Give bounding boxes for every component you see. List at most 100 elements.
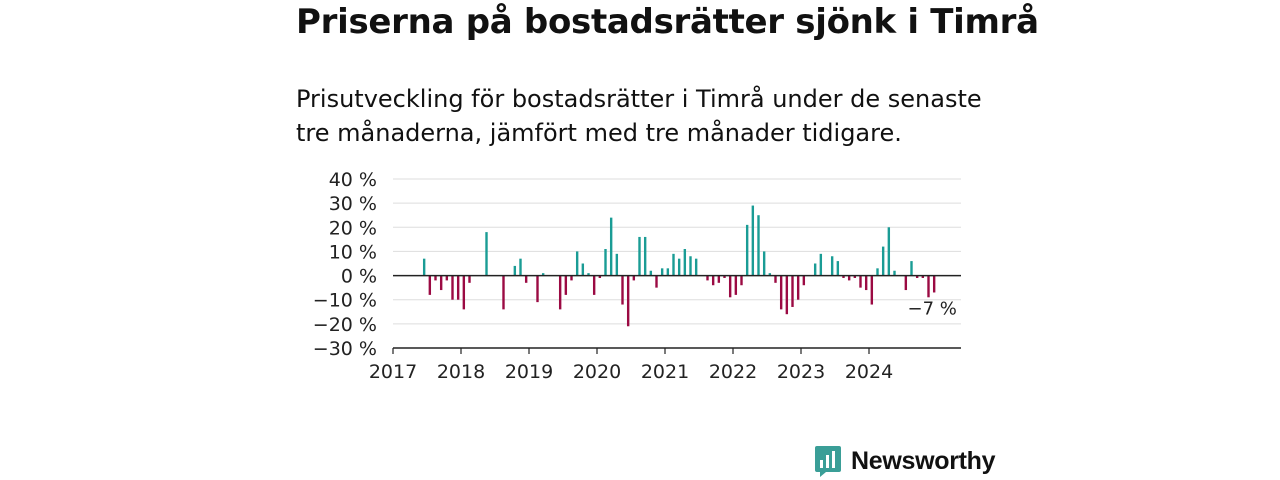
bar [745, 224, 749, 276]
x-tick-label: 2022 [709, 361, 757, 383]
bar [564, 275, 568, 295]
bar [819, 253, 823, 276]
bars [422, 205, 936, 327]
bar [468, 275, 471, 283]
bar [626, 275, 630, 327]
bar [779, 275, 783, 310]
x-tick-label: 2024 [845, 361, 893, 383]
bar [456, 275, 460, 300]
bar [706, 275, 709, 281]
bar [587, 273, 590, 276]
bar [524, 275, 528, 283]
bar [932, 275, 936, 293]
bar [921, 275, 925, 278]
y-tick-label: −30 % [313, 338, 377, 360]
bar [762, 251, 766, 276]
y-tick-label: −20 % [313, 314, 377, 336]
bar [757, 215, 760, 276]
bar-chart: 40 %30 %20 %10 %0 %−10 %−20 %−30 % 2017 2… [313, 169, 961, 383]
bar [717, 275, 721, 283]
y-tick-label: 40 % [329, 169, 377, 191]
last-value-label: −7 % [907, 298, 956, 319]
bar [519, 258, 522, 276]
x-tick-label: 2018 [437, 361, 485, 383]
bar [723, 275, 726, 278]
bar [927, 275, 930, 298]
bar [445, 275, 449, 281]
bar [876, 268, 879, 276]
bar [915, 275, 919, 278]
bar [581, 263, 585, 276]
bar [615, 253, 619, 276]
brand-name: Newsworthy [851, 446, 996, 475]
x-tick-label: 2021 [641, 361, 689, 383]
bar [649, 270, 653, 276]
chart-subtitle: Prisutveckling för bostadsrätter i Timrå… [296, 85, 982, 147]
bar [439, 275, 443, 291]
x-tick-label: 2020 [573, 361, 621, 383]
bar [751, 205, 755, 276]
y-tick-label: 10 % [329, 241, 377, 263]
chart-title: Priserna på bostadsrätter sjönk i Timrå [296, 2, 1039, 42]
bar [570, 275, 573, 281]
bar [592, 275, 596, 295]
y-axis-tick-labels: 40 %30 %20 %10 % 0 %−10 %−20 %−30 % [313, 169, 377, 360]
y-tick-label: 30 % [329, 193, 377, 215]
newsworthy-logo-icon [815, 446, 841, 477]
bar [609, 217, 613, 276]
x-tick-label: 2023 [777, 361, 825, 383]
bar [887, 227, 891, 276]
bar [638, 236, 641, 276]
bar [598, 275, 602, 278]
bar [910, 261, 913, 276]
bar [836, 261, 840, 276]
bar [734, 275, 738, 295]
bar [677, 258, 681, 276]
x-tick-label: 2017 [369, 361, 417, 383]
bar [785, 275, 789, 315]
bar [666, 268, 670, 276]
bar [434, 275, 437, 281]
y-tick-label: −10 % [313, 290, 377, 312]
bar [796, 275, 800, 300]
bar [774, 275, 777, 283]
bar [728, 275, 732, 298]
bar [513, 265, 517, 276]
bar [643, 236, 647, 276]
bar [660, 268, 664, 276]
bar [621, 275, 624, 305]
grid-lines [393, 178, 961, 325]
bar [422, 258, 426, 276]
bar [870, 275, 874, 305]
y-tick-label: 0 % [341, 266, 377, 288]
bar [655, 275, 658, 288]
bar [791, 275, 794, 307]
bar [575, 251, 579, 276]
bar [830, 256, 834, 276]
newsworthy-brand: Newsworthy [814, 444, 996, 478]
bar [632, 275, 636, 281]
y-tick-label: 20 % [329, 217, 377, 239]
bar [881, 246, 885, 276]
bar [428, 275, 432, 295]
bar [740, 275, 743, 286]
bar [604, 249, 607, 276]
bar [859, 275, 862, 288]
bar [802, 275, 806, 286]
bar [853, 275, 857, 278]
bar [893, 270, 896, 276]
bar [768, 273, 772, 276]
bar [864, 275, 868, 291]
bar [451, 275, 454, 300]
bar [672, 253, 675, 276]
bar [694, 258, 698, 276]
bar [536, 275, 539, 303]
bar [485, 232, 488, 276]
x-tick-label: 2019 [505, 361, 553, 383]
bar [558, 275, 562, 310]
bar [847, 275, 851, 281]
bar [683, 249, 687, 276]
x-axis-tick-labels: 2017 2018 2019 2020 2021 2022 2023 2024 [369, 348, 893, 383]
bar [711, 275, 715, 286]
bar [813, 263, 817, 276]
